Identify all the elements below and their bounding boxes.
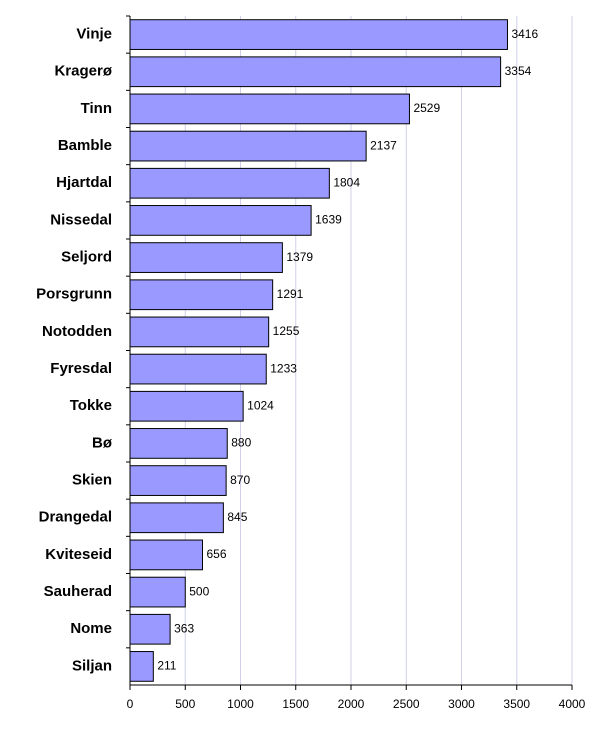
y-tick-label: Skien bbox=[72, 472, 112, 489]
bar bbox=[129, 651, 154, 682]
value-label: 845 bbox=[227, 510, 247, 524]
bar bbox=[129, 613, 171, 645]
y-tick-label: Tokke bbox=[70, 397, 112, 414]
value-label: 211 bbox=[157, 659, 176, 673]
bar bbox=[129, 205, 312, 236]
x-tick-label: 1000 bbox=[227, 697, 254, 711]
bar bbox=[129, 242, 283, 273]
y-tick-label: Drangedal bbox=[39, 509, 112, 526]
value-label: 870 bbox=[230, 473, 250, 487]
value-label: 1639 bbox=[315, 213, 342, 227]
y-tick-label: Siljan bbox=[72, 657, 112, 674]
y-tick-label: Fyresdal bbox=[50, 360, 112, 377]
value-label: 363 bbox=[174, 621, 194, 635]
bar bbox=[129, 56, 502, 88]
y-tick-label: Vinje bbox=[76, 26, 112, 43]
value-label: 1255 bbox=[273, 324, 300, 338]
x-tick-label: 3500 bbox=[503, 697, 530, 711]
bar bbox=[129, 279, 274, 311]
y-tick-label: Tinn bbox=[81, 100, 112, 117]
bar bbox=[129, 130, 367, 162]
y-tick-label: Seljord bbox=[61, 249, 112, 266]
value-label: 1024 bbox=[247, 398, 274, 412]
x-tick-label: 2000 bbox=[338, 697, 365, 711]
y-tick-label: Bamble bbox=[58, 137, 112, 154]
value-label: 1379 bbox=[286, 250, 313, 264]
bar bbox=[129, 576, 186, 608]
bar bbox=[129, 167, 330, 199]
bar bbox=[129, 316, 270, 348]
bar bbox=[129, 428, 228, 459]
value-label: 3354 bbox=[505, 64, 532, 78]
x-tick-label: 500 bbox=[175, 697, 195, 711]
y-tick-label: Nissedal bbox=[50, 211, 112, 228]
value-label: 1233 bbox=[270, 361, 297, 375]
bar bbox=[129, 502, 224, 534]
bar bbox=[129, 353, 267, 385]
bar bbox=[129, 539, 203, 571]
value-label: 880 bbox=[231, 436, 251, 450]
y-tick-label: Bø bbox=[92, 434, 113, 451]
x-tick-label: 3000 bbox=[448, 697, 475, 711]
value-label: 1291 bbox=[277, 287, 304, 301]
y-tick-label: Nome bbox=[70, 620, 112, 637]
value-label: 656 bbox=[206, 547, 226, 561]
y-tick-label: Porsgrunn bbox=[36, 286, 112, 303]
value-label: 1804 bbox=[333, 175, 360, 189]
value-label: 500 bbox=[189, 584, 209, 598]
y-tick-label: Hjartdal bbox=[56, 174, 112, 191]
bar bbox=[129, 19, 508, 50]
y-tick-label: Sauherad bbox=[44, 583, 112, 600]
y-tick-label: Kviteseid bbox=[45, 546, 112, 563]
x-tick-label: 0 bbox=[127, 697, 134, 711]
bar bbox=[129, 465, 227, 496]
x-tick-label: 1500 bbox=[282, 697, 309, 711]
value-label: 2137 bbox=[370, 138, 397, 152]
bar bbox=[129, 390, 244, 422]
x-tick-label: 2500 bbox=[393, 697, 420, 711]
x-tick-label: 4000 bbox=[559, 697, 586, 711]
value-label: 3416 bbox=[511, 27, 538, 41]
value-label: 2529 bbox=[413, 101, 440, 115]
y-tick-label: Kragerø bbox=[54, 63, 112, 80]
bar bbox=[129, 93, 410, 125]
y-tick-label: Notodden bbox=[42, 323, 112, 340]
